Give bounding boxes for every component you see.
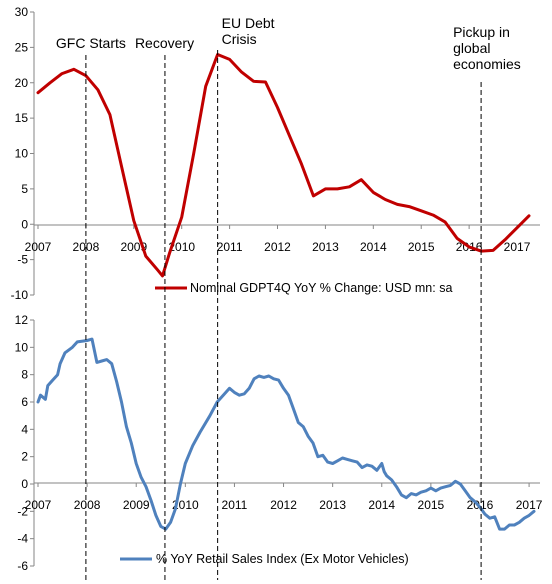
event-annotation-label: Recovery [135, 35, 194, 51]
x-tick-label: 2007 [25, 498, 52, 512]
x-tick-label: 2013 [312, 240, 339, 254]
y-tick-label: 12 [15, 313, 29, 327]
y-tick-label: 25 [15, 40, 29, 54]
series-line [36, 337, 536, 531]
event-annotation-label: Pickup in [453, 24, 510, 40]
y-tick-label: 20 [15, 76, 29, 90]
x-tick-label: 2011 [222, 498, 248, 512]
y-tick-label: -4 [17, 532, 28, 546]
x-tick-label: 2017 [516, 498, 543, 512]
y-tick-label: -10 [11, 288, 29, 302]
legend-label: Nominal GDPT4Q YoY % Change: USD mn: sa [190, 281, 452, 295]
y-tick-label: 30 [15, 5, 29, 19]
event-annotation-label: EU Debt [222, 15, 275, 31]
x-tick-label: 2014 [368, 498, 395, 512]
x-tick-label: 2012 [270, 498, 297, 512]
x-tick-label: 2013 [319, 498, 346, 512]
y-tick-label: 5 [21, 182, 28, 196]
y-tick-label: -6 [17, 559, 28, 573]
y-tick-label: 0 [21, 477, 28, 491]
x-tick-label: 2011 [217, 240, 243, 254]
x-tick-label: 2014 [360, 240, 387, 254]
y-tick-label: 6 [21, 395, 28, 409]
legend-label: % YoY Retail Sales Index (Ex Motor Vehic… [156, 552, 409, 566]
series-line [36, 53, 531, 278]
y-tick-label: 10 [15, 340, 29, 354]
y-tick-label: 10 [15, 147, 29, 161]
event-annotation-label: global [453, 40, 490, 56]
x-tick-label: 2010 [168, 240, 195, 254]
event-annotation-label: GFC Starts [56, 35, 126, 51]
x-tick-label: 2012 [264, 240, 291, 254]
x-tick-label: 2017 [504, 240, 531, 254]
y-tick-label: 8 [21, 368, 28, 382]
y-tick-label: 0 [21, 217, 28, 231]
x-tick-label: 2008 [74, 498, 101, 512]
y-tick-label: -5 [17, 253, 28, 267]
x-tick-label: 2009 [123, 498, 150, 512]
y-tick-label: 2 [21, 450, 28, 464]
x-tick-label: 2015 [418, 498, 445, 512]
event-annotation-label: Crisis [222, 31, 257, 47]
y-tick-label: 4 [21, 422, 28, 436]
event-annotation-label: economies [453, 56, 521, 72]
y-tick-label: 15 [15, 111, 29, 125]
x-tick-label: 2015 [408, 240, 435, 254]
retail-sales-panel: -6 -4 -2 0 2 4 6 8 10 12 2007 2008 2009 2010 2011 2012 2… [15, 313, 543, 573]
y-tick-label: -2 [17, 504, 28, 518]
x-tick-label: 2010 [172, 498, 199, 512]
x-tick-label: 2007 [25, 240, 52, 254]
